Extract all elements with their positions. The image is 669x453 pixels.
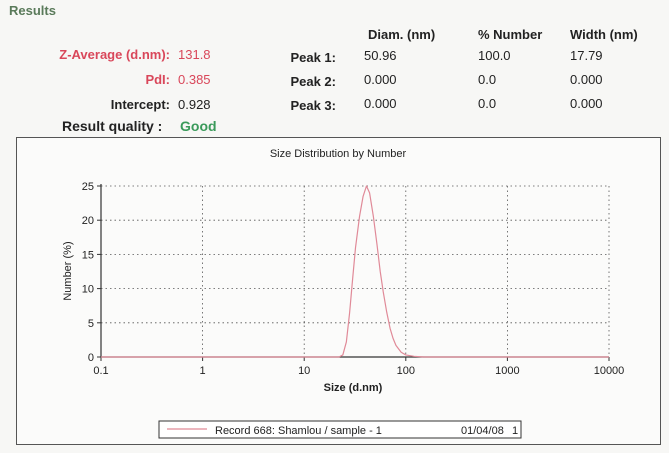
peak-1-number: 100.0 — [478, 48, 511, 63]
pdi-value: 0.385 — [178, 72, 211, 87]
z-average-label: Z-Average (d.nm): — [59, 47, 170, 62]
z-average-value: 131.8 — [178, 47, 211, 62]
x-tick-label: 10000 — [594, 365, 625, 377]
axes — [100, 184, 609, 358]
peak-3-label: Peak 3: — [290, 98, 336, 113]
intercept-value: 0.928 — [178, 97, 211, 112]
pdi-label: PdI: — [145, 72, 170, 87]
y-tick-label: 15 — [82, 249, 94, 261]
peak-2-diam: 0.000 — [364, 72, 397, 87]
peak-1-label: Peak 1: — [290, 50, 336, 65]
legend-date: 01/04/08 — [461, 425, 504, 437]
peak-3-number: 0.0 — [478, 96, 497, 111]
size-distribution-chart: Size Distribution by Number Size (d.nm) … — [62, 148, 624, 439]
x-tick-label: 1000 — [495, 365, 519, 377]
x-axis-label: Size (d.nm) — [324, 382, 383, 394]
peak-2-width: 0.000 — [570, 72, 603, 87]
x-ticks: 0.1 1 10 100 1000 10000 — [93, 357, 624, 377]
peak-1-diam: 50.96 — [364, 48, 397, 63]
result-quality-label: Result quality : — [62, 118, 163, 134]
x-tick-label: 1 — [200, 365, 206, 377]
y-tick-label: 20 — [82, 215, 94, 227]
peak-2-label: Peak 2: — [290, 74, 336, 89]
chart-title: Size Distribution by Number — [270, 148, 407, 160]
series-lines — [101, 185, 609, 358]
legend-record-index: 1 — [512, 425, 518, 437]
legend: Record 668: Shamlou / sample - 1 01/04/0… — [158, 420, 522, 439]
series-line-1 — [101, 185, 609, 358]
column-header-width: Width (nm) — [570, 27, 638, 42]
intercept-label: Intercept: — [110, 97, 170, 112]
x-tick-label: 0.1 — [93, 365, 108, 377]
legend-box — [158, 420, 522, 439]
column-header-number: % Number — [478, 27, 543, 42]
result-quality-value: Good — [180, 118, 217, 134]
y-ticks: 0 5 10 15 20 25 — [82, 181, 101, 364]
column-header-diam: Diam. (nm) — [368, 27, 436, 42]
chart-frame: Size Distribution by Number Size (d.nm) … — [16, 137, 661, 445]
y-axis-label: Number (%) — [62, 241, 74, 300]
y-tick-label: 10 — [82, 284, 94, 296]
peak-3-width: 0.000 — [570, 96, 603, 111]
peak-2-number: 0.0 — [478, 72, 497, 87]
peak-3-diam: 0.000 — [364, 96, 397, 111]
y-tick-label: 25 — [82, 181, 94, 193]
y-tick-label: 5 — [88, 318, 94, 330]
peak-1-width: 17.79 — [570, 48, 603, 63]
x-tick-label: 10 — [298, 365, 310, 377]
legend-series-name: Record 668: Shamlou / sample - 1 — [215, 425, 382, 437]
grid-lines — [101, 185, 610, 357]
results-header: Results — [9, 3, 56, 18]
x-tick-label: 100 — [397, 365, 415, 377]
y-tick-label: 0 — [88, 352, 94, 364]
